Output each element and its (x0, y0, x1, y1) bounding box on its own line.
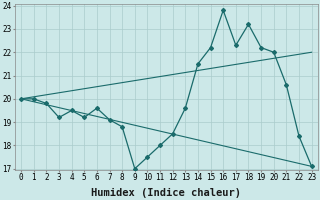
X-axis label: Humidex (Indice chaleur): Humidex (Indice chaleur) (92, 188, 241, 198)
